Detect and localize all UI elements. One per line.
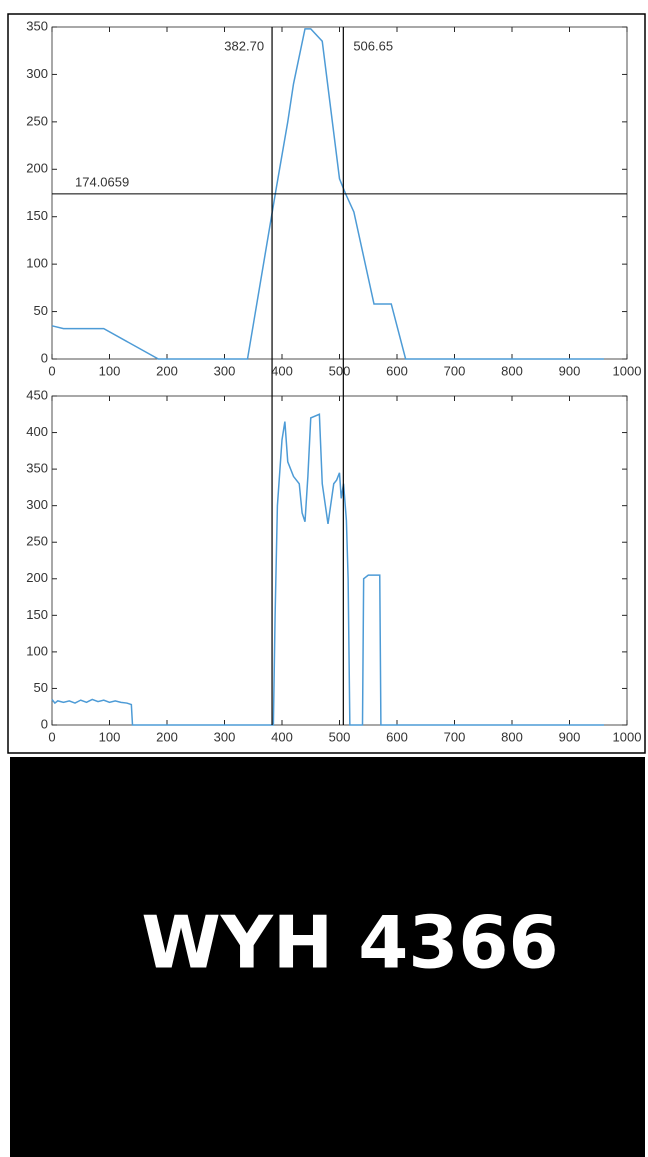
- boundary-label: 382.70: [224, 38, 264, 53]
- data-line: [51, 413, 604, 726]
- x-tick-label: 700: [444, 729, 466, 744]
- x-tick-label: 800: [501, 729, 523, 744]
- x-tick-label: 800: [501, 363, 523, 378]
- boundary-label: 506.65: [353, 38, 393, 53]
- x-tick-label: 600: [386, 363, 408, 378]
- threshold-label: 174.0659: [75, 174, 129, 189]
- figure-frame: [7, 13, 646, 754]
- y-tick-label: 0: [41, 716, 48, 731]
- y-tick-label: 0: [41, 350, 48, 365]
- x-tick-label: 900: [559, 363, 581, 378]
- y-tick-label: 50: [34, 680, 48, 695]
- x-tick-label: 700: [444, 363, 466, 378]
- y-tick-label: 300: [26, 497, 48, 512]
- x-tick-label: 600: [386, 729, 408, 744]
- y-tick-label: 100: [26, 256, 48, 271]
- y-tick-label: 150: [26, 607, 48, 622]
- y-tick-label: 200: [26, 570, 48, 585]
- x-tick-label: 100: [99, 729, 121, 744]
- y-tick-label: 200: [26, 161, 48, 176]
- y-tick-label: 350: [26, 461, 48, 476]
- x-tick-label: 500: [329, 363, 351, 378]
- y-tick-label: 300: [26, 66, 48, 81]
- x-tick-label: 200: [156, 729, 178, 744]
- plate-text: WYH 4366: [141, 901, 558, 985]
- x-tick-label: 300: [214, 363, 236, 378]
- data-line: [51, 28, 604, 360]
- binary-image: [10, 757, 645, 1157]
- x-tick-label: 900: [559, 729, 581, 744]
- y-tick-label: 50: [34, 303, 48, 318]
- y-tick-label: 400: [26, 424, 48, 439]
- x-tick-label: 200: [156, 363, 178, 378]
- x-tick-label: 400: [271, 729, 293, 744]
- y-tick-label: 250: [26, 534, 48, 549]
- x-tick-label: 0: [48, 729, 55, 744]
- y-tick-label: 450: [26, 387, 48, 402]
- y-tick-label: 150: [26, 208, 48, 223]
- x-tick-label: 500: [329, 729, 351, 744]
- y-tick-label: 100: [26, 643, 48, 658]
- x-tick-label: 300: [214, 729, 236, 744]
- x-tick-label: 100: [99, 363, 121, 378]
- x-tick-label: 1000: [613, 363, 642, 378]
- y-tick-label: 350: [26, 18, 48, 33]
- x-tick-label: 400: [271, 363, 293, 378]
- y-tick-label: 250: [26, 113, 48, 128]
- x-tick-label: 1000: [613, 729, 642, 744]
- x-tick-label: 0: [48, 363, 55, 378]
